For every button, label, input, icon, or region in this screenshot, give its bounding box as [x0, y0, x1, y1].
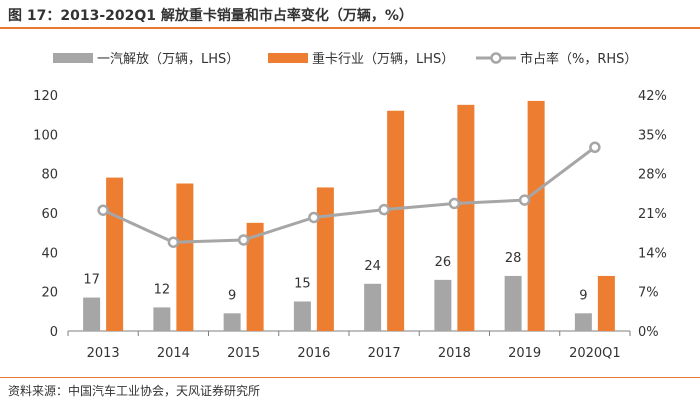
share-point — [237, 234, 250, 246]
x-tick-label: 2017 — [368, 346, 401, 361]
left-tick-label: 100 — [33, 128, 58, 143]
legend-label-share: 市占率（%，RHS） — [520, 51, 637, 67]
bar-industry — [246, 222, 264, 331]
bar-jiefang — [364, 283, 382, 331]
bar-jiefang — [293, 301, 311, 331]
x-tick-label: 2015 — [227, 346, 260, 361]
right-tick-label: 28% — [638, 168, 667, 183]
axes: 0 20 40 60 80 100 120 0% 7% 14% 21% 28% 35% 42% 2013 20… — [33, 89, 667, 361]
left-tick-label: 40 — [41, 246, 58, 261]
bar-industry — [457, 104, 475, 331]
x-tick-label: 2016 — [297, 346, 330, 361]
right-tick-label: 14% — [638, 246, 667, 261]
x-tick-label: 2019 — [508, 346, 541, 361]
bar-jiefang — [83, 297, 101, 331]
bars — [83, 100, 615, 332]
bar-industry — [597, 275, 615, 331]
share-point — [167, 236, 180, 248]
bar-jiefang — [574, 313, 592, 331]
x-tick-label: 2018 — [438, 346, 471, 361]
share-point — [518, 194, 531, 206]
share-point — [308, 211, 320, 224]
title-divider — [0, 27, 700, 29]
share-point — [378, 203, 390, 216]
bar-industry — [176, 183, 194, 331]
bar-jiefang — [504, 275, 522, 331]
source-divider — [0, 377, 700, 378]
left-tick-label: 60 — [41, 207, 58, 222]
right-tick-label: 21% — [638, 207, 667, 222]
bar-jiefang — [434, 279, 452, 331]
right-tick-label: 42% — [638, 89, 667, 104]
bar-jiefang — [223, 313, 241, 331]
data-label-jiefang: 15 — [294, 277, 311, 292]
legend: 一汽解放（万辆，LHS） 重卡行业（万辆，LHS） 市占率（%，RHS） — [53, 51, 637, 67]
data-label-jiefang: 24 — [364, 259, 381, 274]
data-label-jiefang: 26 — [435, 255, 452, 270]
source-note: 资料来源：中国汽车工业协会，天风证券研究所 — [8, 384, 261, 398]
legend-marker-share — [490, 52, 502, 64]
left-tick-label: 120 — [33, 89, 58, 104]
share-line — [97, 141, 601, 248]
share-point — [589, 141, 601, 154]
legend-swatch-jiefang — [53, 53, 93, 63]
x-tick-label: 2013 — [87, 346, 120, 361]
data-label-jiefang: 17 — [83, 273, 100, 288]
right-tick-label: 35% — [638, 128, 667, 143]
share-point — [448, 197, 461, 210]
bar-industry — [106, 177, 124, 331]
x-tick-label: 2020Q1 — [569, 346, 621, 361]
legend-swatch-industry — [268, 53, 308, 63]
right-tick-label: 0% — [638, 325, 659, 340]
data-label-jiefang: 9 — [228, 288, 236, 303]
legend-label-industry: 重卡行业（万辆，LHS） — [312, 51, 454, 67]
bar-industry — [387, 110, 405, 331]
x-tick-label: 2014 — [157, 346, 190, 361]
left-tick-label: 80 — [41, 168, 58, 183]
data-label-jiefang: 28 — [505, 251, 522, 266]
share-point — [97, 204, 109, 216]
bar-industry — [527, 100, 545, 332]
data-label-jiefang: 9 — [579, 288, 587, 303]
bar-industry — [316, 187, 334, 331]
data-labels: 17 12 9 15 24 26 28 9 — [83, 251, 587, 303]
share-line-path — [102, 146, 596, 244]
right-tick-label: 7% — [638, 286, 659, 301]
chart-title: 图 17：2013-202Q1 解放重卡销量和市占率变化（万辆，%） — [8, 8, 413, 24]
data-label-jiefang: 12 — [154, 282, 171, 297]
left-tick-label: 20 — [41, 286, 58, 301]
left-tick-label: 0 — [50, 325, 58, 340]
bar-jiefang — [153, 307, 171, 331]
legend-label-jiefang: 一汽解放（万辆，LHS） — [97, 52, 239, 67]
